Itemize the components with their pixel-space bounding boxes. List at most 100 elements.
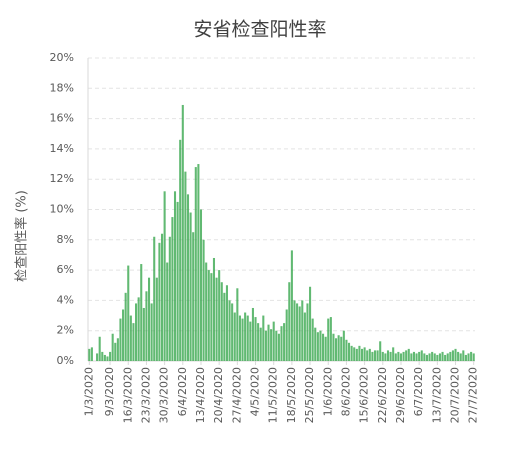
x-tick-label: 27/4/2020 <box>230 367 243 423</box>
x-tick-label: 4/5/2020 <box>249 367 262 416</box>
bar <box>231 303 234 361</box>
bar <box>428 353 431 361</box>
x-tick-label: 16/3/2020 <box>121 367 134 423</box>
bar <box>137 297 140 361</box>
bar <box>210 273 213 361</box>
bar <box>90 347 93 361</box>
bar <box>212 257 216 361</box>
bar <box>379 341 382 361</box>
bar <box>464 354 467 361</box>
bar <box>272 321 275 361</box>
bar <box>298 306 301 361</box>
y-tick-label: 0% <box>57 354 74 367</box>
bar <box>98 336 101 361</box>
bar <box>399 353 403 361</box>
bar <box>459 353 462 361</box>
bar <box>451 350 454 361</box>
bar <box>233 312 236 361</box>
bar <box>244 312 247 361</box>
bar <box>163 191 166 361</box>
bar <box>402 351 405 361</box>
bar <box>215 277 218 361</box>
bar <box>397 351 400 361</box>
bar <box>264 330 267 361</box>
bar <box>171 217 174 361</box>
bar <box>124 292 127 361</box>
bar <box>257 323 260 361</box>
y-tick-label: 2% <box>57 324 74 337</box>
bar <box>262 315 265 361</box>
bar <box>145 291 148 361</box>
bar <box>410 353 413 361</box>
bar <box>251 307 254 361</box>
bar <box>470 351 473 361</box>
bar <box>355 348 358 361</box>
bar <box>132 323 135 361</box>
bar <box>340 336 343 361</box>
bar <box>176 201 179 361</box>
bar <box>189 212 192 361</box>
bar <box>394 353 397 361</box>
x-tick-label: 15/6/2020 <box>358 367 371 423</box>
x-tick-label: 30/3/2020 <box>158 367 171 423</box>
bar <box>423 353 426 361</box>
bar <box>360 348 364 361</box>
bar <box>327 318 330 361</box>
bar <box>425 354 428 361</box>
bar <box>181 104 184 361</box>
bar <box>127 265 130 361</box>
bar <box>184 171 187 361</box>
bar <box>389 351 392 361</box>
bar <box>441 351 444 361</box>
y-tick-label: 8% <box>57 233 74 246</box>
bar <box>179 139 182 361</box>
x-tick-label: 11/5/2020 <box>267 367 280 423</box>
bar <box>96 353 99 361</box>
bar <box>306 303 309 361</box>
bar <box>431 351 434 361</box>
bar <box>225 285 228 361</box>
bar <box>168 236 171 361</box>
bar <box>119 318 122 361</box>
bar <box>467 353 470 361</box>
y-tick-label: 20% <box>50 51 74 64</box>
bar <box>319 330 322 361</box>
bar <box>392 347 395 361</box>
bar <box>228 300 231 361</box>
bar <box>368 348 371 361</box>
bar <box>249 321 252 361</box>
bar <box>202 239 205 361</box>
bar <box>280 326 283 361</box>
bar <box>197 164 200 361</box>
bar <box>285 309 288 361</box>
x-tick-label: 29/6/2020 <box>394 367 407 423</box>
bar <box>316 332 319 361</box>
bar <box>199 209 203 361</box>
bar <box>363 347 366 361</box>
bar <box>337 335 340 361</box>
bar <box>322 333 325 361</box>
bar <box>153 236 156 361</box>
y-tick-label: 4% <box>57 293 74 306</box>
bar <box>386 350 390 361</box>
x-tick-label: 20/4/2020 <box>212 367 225 423</box>
bar <box>303 312 306 361</box>
x-tick-label: 23/3/2020 <box>139 367 152 423</box>
chart-title: 安省检查阳性率 <box>193 19 326 41</box>
bar <box>186 194 190 361</box>
bar <box>241 318 244 361</box>
bar <box>415 353 418 361</box>
bar <box>147 277 151 361</box>
bar <box>283 323 286 361</box>
y-tick-label: 12% <box>50 172 74 185</box>
bar <box>345 339 348 361</box>
bar <box>114 342 117 361</box>
bar <box>106 356 109 361</box>
bar <box>254 317 257 361</box>
bar <box>436 354 439 361</box>
y-tick-label: 6% <box>57 263 74 276</box>
bar <box>332 333 335 361</box>
bar <box>259 327 262 361</box>
y-tick-label: 16% <box>50 112 74 125</box>
bar <box>373 350 377 361</box>
